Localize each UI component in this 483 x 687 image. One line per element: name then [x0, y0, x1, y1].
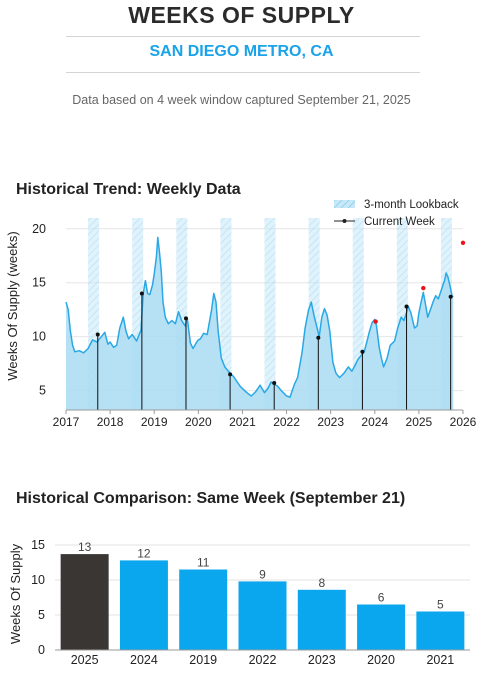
bar-value-label: 13 — [78, 540, 92, 554]
bar-value-label: 6 — [378, 591, 385, 605]
lookback-window — [264, 218, 276, 410]
highlight-point — [373, 319, 378, 324]
bar-category-label: 2020 — [367, 653, 395, 667]
lookback-window — [220, 218, 232, 410]
current-week-point — [272, 381, 277, 386]
bar-y-tick-label: 0 — [38, 643, 45, 657]
bar-category-label: 2019 — [189, 653, 217, 667]
bar-2023 — [297, 589, 346, 650]
current-week-point — [448, 294, 453, 299]
bar-value-label: 8 — [318, 576, 325, 590]
highlight-point — [460, 240, 466, 246]
bar-value-label: 11 — [197, 556, 210, 570]
legend-current-week-label: Current Week — [364, 216, 435, 228]
lookback-window — [88, 218, 100, 410]
bar-2020 — [357, 604, 406, 650]
data-capture-note: Data based on 4 week window captured Sep… — [72, 93, 411, 107]
legend-lookback-label: 3-month Lookback — [364, 199, 459, 211]
bar-category-label: 2022 — [249, 653, 277, 667]
current-week-point — [228, 372, 233, 377]
metro-subtitle: SAN DIEGO METRO, CA — [149, 43, 334, 60]
bar-axes: 2025 2024 2019 2022 2023 2020 2021 0 5 10 15 — [31, 538, 470, 667]
current-week-point — [139, 291, 144, 296]
trend-area-fill — [66, 237, 454, 410]
lookback-window — [132, 218, 144, 410]
lookback-window — [352, 218, 364, 410]
subtitle-divider — [66, 72, 420, 73]
trend-x-tick-label: 2026 — [450, 415, 477, 429]
trend-y-tick-label: 15 — [32, 276, 46, 290]
trend-y-tick-label: 10 — [32, 330, 46, 344]
trend-legend: 3-month Lookback Current Week — [334, 199, 459, 228]
trend-chart: 2017 2018 2019 2020 2021 2022 2023 2024 2025 2026… — [5, 199, 477, 429]
legend-lookback: 3-month Lookback — [334, 199, 459, 211]
bar-value-label: 12 — [137, 546, 151, 560]
trend-y-tick-label: 20 — [32, 222, 46, 236]
trend-x-tick-label: 2024 — [361, 415, 388, 429]
current-week-markers — [95, 240, 466, 410]
bars: 13 12 11 9 8 6 5 — [60, 540, 465, 650]
trend-y-tick-label: 5 — [39, 384, 46, 398]
bar-category-label: 2021 — [426, 653, 454, 667]
lookback-window — [396, 218, 408, 410]
trend-x-tick-label: 2020 — [185, 415, 212, 429]
legend-current-week-dot — [342, 219, 347, 223]
trend-x-tick-label: 2025 — [406, 415, 433, 429]
bar-2025 — [60, 554, 109, 650]
current-week-point — [404, 304, 409, 309]
legend-current-week: Current Week — [334, 216, 435, 228]
bar-2021 — [416, 611, 465, 650]
bar-2024 — [119, 560, 168, 650]
bar-category-label: 2025 — [71, 653, 99, 667]
trend-axes: 2017 2018 2019 2020 2021 2022 2023 2024 2025 2026… — [32, 222, 477, 429]
trend-series-line — [65, 236, 454, 398]
comparison-chart-title: Historical Comparison: Same Week (Septem… — [16, 490, 406, 507]
trend-x-tick-label: 2023 — [317, 415, 344, 429]
bar-y-tick-label: 10 — [31, 573, 45, 587]
trend-x-tick-label: 2017 — [53, 415, 80, 429]
current-week-point — [183, 316, 188, 321]
current-week-point — [360, 349, 365, 354]
lookback-window — [176, 218, 188, 410]
bar-y-tick-label: 15 — [31, 538, 45, 552]
highlight-point — [421, 285, 426, 291]
bar-2022 — [238, 581, 287, 650]
bar-2019 — [179, 569, 228, 650]
bar-y-axis-label: Weeks Of Supply — [8, 543, 23, 644]
trend-y-axis-label: Weeks Of Supply (weeks) — [5, 231, 20, 380]
bar-category-label: 2023 — [308, 653, 336, 667]
trend-x-tick-label: 2018 — [97, 415, 124, 429]
current-week-point — [316, 335, 321, 340]
trend-x-tick-label: 2019 — [141, 415, 168, 429]
title-divider — [66, 36, 420, 37]
legend-lookback-swatch — [334, 200, 355, 208]
bar-y-tick-label: 5 — [38, 608, 45, 622]
trend-x-tick-label: 2021 — [229, 415, 256, 429]
trend-area — [65, 236, 454, 410]
trend-x-tick-label: 2022 — [273, 415, 300, 429]
page-title: WEEKS OF SUPPLY — [128, 2, 355, 28]
bar-category-label: 2024 — [130, 653, 158, 667]
bar-value-label: 9 — [259, 567, 266, 581]
trend-chart-title: Historical Trend: Weekly Data — [16, 181, 241, 198]
bar-value-label: 5 — [437, 598, 444, 612]
current-week-point — [95, 332, 100, 337]
comparison-bar-chart: 13 12 11 9 8 6 5 2025 2024 2019 2022 2023 2020 2021 0… — [8, 538, 470, 667]
